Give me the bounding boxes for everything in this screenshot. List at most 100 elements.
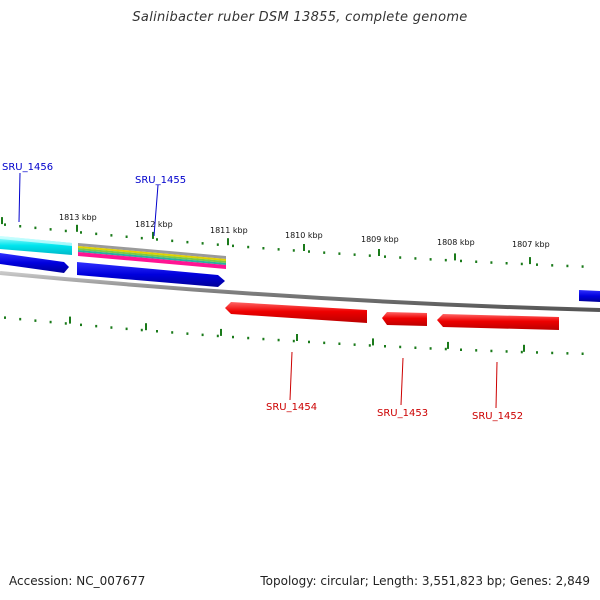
cyan-feature bbox=[0, 236, 72, 255]
ruler-dot bbox=[338, 342, 341, 345]
ruler-dot bbox=[186, 332, 189, 335]
ruler-dot bbox=[384, 345, 386, 348]
ruler-major-tick bbox=[296, 334, 298, 341]
ruler-label: 1812 kbp bbox=[135, 220, 173, 229]
accession-text: Accession: NC_007677 bbox=[9, 574, 146, 588]
ruler-dot bbox=[64, 229, 67, 233]
topology-summary: Topology: circular; Length: 3,551,823 bp… bbox=[260, 574, 590, 588]
ruler-dot bbox=[460, 259, 462, 263]
ruler-dot bbox=[353, 343, 356, 346]
ruler-major-tick bbox=[529, 257, 531, 265]
ruler-major-tick bbox=[152, 231, 154, 239]
reverse-gene-sru1452[interactable] bbox=[437, 314, 559, 330]
ruler-major-tick bbox=[303, 244, 305, 251]
ruler-dot bbox=[308, 340, 310, 344]
gene-label-sru1452[interactable]: SRU_1452 bbox=[472, 411, 523, 422]
ruler-dot bbox=[140, 236, 143, 240]
ruler-major-tick bbox=[447, 341, 449, 349]
ruler-label: 1813 kbp bbox=[59, 213, 97, 222]
ruler-dot bbox=[566, 264, 569, 268]
ruler-dot bbox=[216, 334, 219, 338]
ruler-label: 1807 kbp bbox=[512, 240, 550, 249]
ruler-dot bbox=[551, 351, 554, 355]
ruler-dot bbox=[520, 262, 523, 266]
ruler-dot bbox=[581, 352, 584, 355]
ruler-dot bbox=[156, 330, 158, 333]
ruler-dot bbox=[4, 316, 6, 319]
ruler-dot bbox=[247, 336, 250, 340]
ruler-dot bbox=[110, 326, 113, 329]
ruler-dot bbox=[368, 254, 371, 257]
ruler-label: 1811 kbp bbox=[210, 226, 248, 235]
ruler-major-tick bbox=[220, 328, 222, 336]
ruler-major-tick bbox=[454, 253, 456, 261]
ruler-dot bbox=[262, 247, 265, 250]
ruler-dot bbox=[292, 339, 295, 343]
ruler-dot bbox=[64, 322, 67, 325]
ruler-dot bbox=[216, 243, 219, 246]
ruler-major-tick bbox=[1, 217, 3, 225]
ruler-dot bbox=[186, 240, 189, 244]
ruler-dot bbox=[171, 239, 174, 243]
map-title: Salinibacter ruber DSM 13855, complete g… bbox=[132, 10, 468, 25]
reverse-gene-sru1453[interactable] bbox=[382, 312, 427, 326]
reverse-gene-sru1454[interactable] bbox=[225, 302, 367, 323]
ruler-dot bbox=[125, 327, 128, 331]
ruler-dot bbox=[323, 341, 326, 345]
ruler-dot bbox=[4, 223, 6, 226]
ruler-dot bbox=[49, 228, 52, 231]
ruler-dot bbox=[110, 234, 113, 237]
ruler-dot bbox=[505, 350, 508, 353]
ruler-dot bbox=[323, 251, 326, 254]
ruler-dot bbox=[353, 253, 356, 256]
ruler-dot bbox=[140, 328, 143, 332]
ruler-dot bbox=[338, 252, 341, 255]
ruler-dot bbox=[95, 324, 98, 328]
ruler-dot bbox=[414, 257, 417, 260]
forward-gene-sru1455[interactable] bbox=[77, 262, 225, 287]
gene-label-sru1453[interactable]: SRU_1453 bbox=[377, 408, 428, 419]
ruler-major-tick bbox=[227, 238, 229, 246]
ruler-major-tick bbox=[145, 323, 147, 331]
ruler-dot bbox=[247, 245, 250, 249]
ruler-major-tick bbox=[372, 338, 374, 346]
ruler-dot bbox=[475, 260, 478, 263]
ruler-dot bbox=[125, 235, 128, 238]
ruler-major-tick bbox=[378, 249, 380, 256]
ruler-dot bbox=[34, 226, 37, 230]
ruler-dot bbox=[399, 256, 402, 259]
gene-label-sru1456[interactable]: SRU_1456 bbox=[2, 162, 53, 173]
ruler-dot bbox=[171, 331, 174, 334]
inner-ruler bbox=[4, 316, 584, 355]
forward-gene-sru1456[interactable] bbox=[0, 253, 69, 273]
ruler-dot bbox=[232, 244, 234, 248]
gene-label-sru1455[interactable]: SRU_1455 bbox=[135, 175, 186, 186]
ruler-dot bbox=[460, 348, 462, 351]
ruler-major-tick bbox=[69, 316, 71, 324]
ruler-labels: 1813 kbp 1812 kbp 1811 kbp 1810 kbp 1809… bbox=[59, 213, 550, 249]
ruler-dot bbox=[444, 258, 447, 262]
outer-ruler bbox=[1, 217, 584, 268]
ruler-dot bbox=[566, 352, 569, 355]
ruler-dot bbox=[414, 346, 417, 349]
forward-gene-right-edge[interactable] bbox=[579, 290, 600, 302]
ruler-label: 1809 kbp bbox=[361, 235, 399, 244]
ruler-dot bbox=[475, 349, 478, 352]
ruler-dot bbox=[156, 238, 158, 241]
ruler-dot bbox=[49, 320, 52, 324]
ruler-dot bbox=[95, 232, 98, 236]
ruler-dot bbox=[551, 264, 554, 267]
gene-labels: SRU_1456 SRU_1455 SRU_1454 SRU_1453 SRU_… bbox=[2, 162, 523, 422]
ruler-label: 1810 kbp bbox=[285, 231, 323, 240]
gene-leader-lines bbox=[18, 172, 498, 409]
ruler-dot bbox=[80, 323, 82, 327]
ruler-dot bbox=[384, 255, 386, 258]
ruler-dot bbox=[19, 225, 22, 228]
genome-backbone bbox=[0, 271, 600, 312]
gene-label-sru1454[interactable]: SRU_1454 bbox=[266, 402, 317, 413]
ruler-dot bbox=[277, 338, 280, 342]
ruler-dot bbox=[444, 347, 447, 351]
ruler-dot bbox=[201, 242, 204, 245]
ruler-dot bbox=[536, 263, 538, 266]
